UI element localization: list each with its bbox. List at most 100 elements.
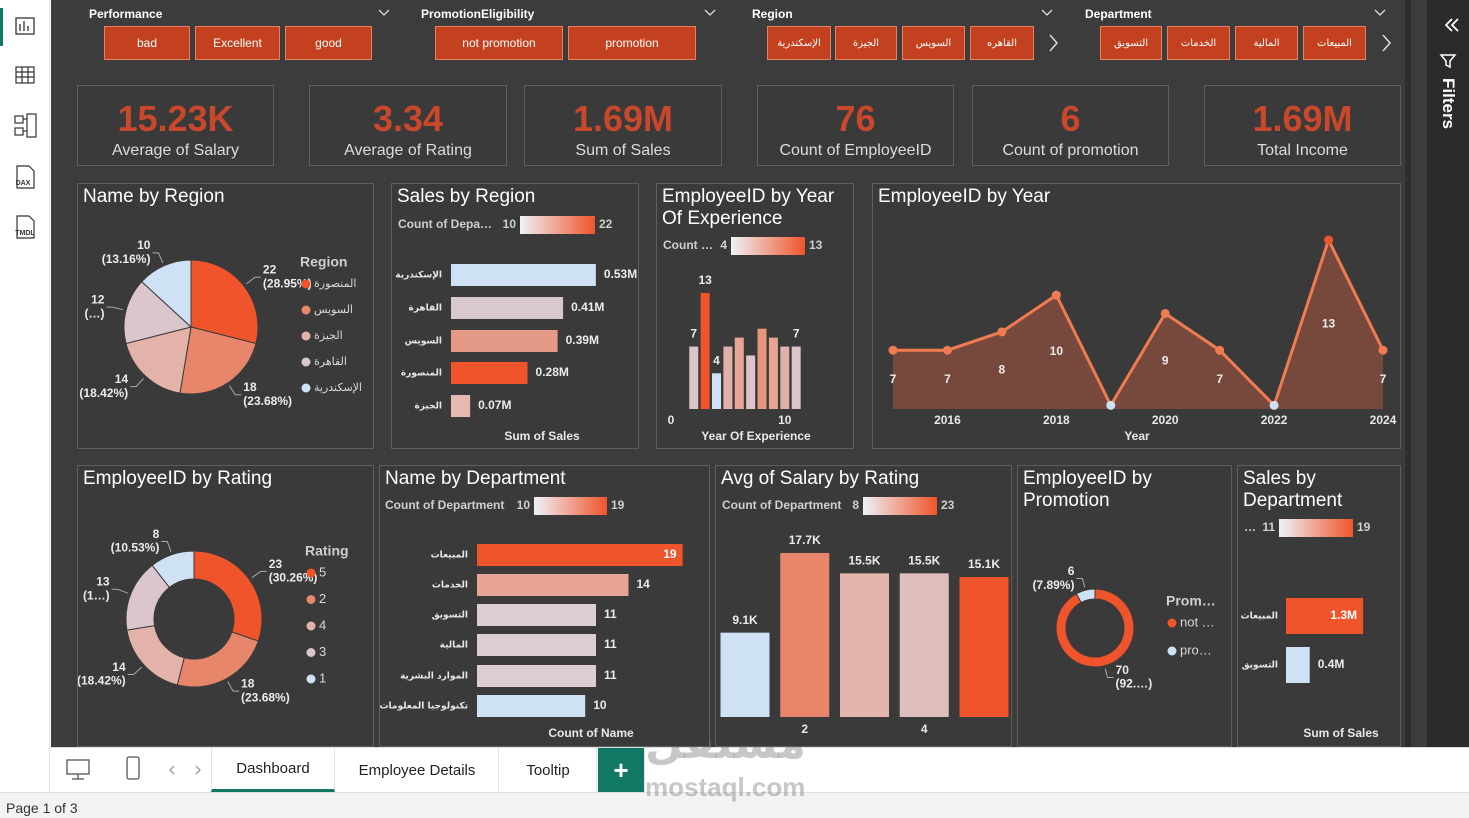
slicer-item[interactable]: المبيعات [1303, 26, 1366, 60]
label-line: (1…) [83, 589, 110, 603]
pie-slice [123, 280, 193, 345]
legend-label: الجيزة [314, 329, 343, 342]
page-tab[interactable]: Tooltip [500, 748, 597, 792]
visual-title: EmployeeID by Promotion [1023, 468, 1152, 511]
data-label: 0.41M [571, 300, 604, 314]
chart: 70 (92.…) 6 (7.89%) Prom… not … pro… [1032, 564, 1215, 691]
visual-panel: Count … 4 13 7 13 4 7 0 10 Year Of Experience Empl… [656, 183, 854, 449]
label-line: (10.53%) [111, 541, 160, 555]
page-tab[interactable]: Employee Details [336, 748, 499, 792]
color-legend-min: 4 [720, 238, 727, 252]
label-line: 13 [96, 575, 110, 589]
bar [451, 264, 596, 286]
model-view-icon[interactable] [14, 113, 37, 138]
data-label: 18 (23.68%) [243, 380, 292, 408]
x-tick-label: 2 [801, 722, 808, 736]
table-view-icon[interactable] [15, 66, 35, 84]
bar [451, 297, 564, 319]
slicer-dropdown[interactable] [1374, 8, 1386, 18]
slicer-item[interactable]: الجيزة [835, 26, 897, 60]
category-label: السويس [405, 337, 442, 347]
slicer-title: Department [1085, 7, 1152, 21]
desktop-layout-icon[interactable] [66, 759, 90, 780]
page-tab[interactable]: + [598, 748, 645, 792]
slicer-item[interactable]: bad [104, 26, 190, 60]
bar [451, 362, 528, 384]
slicer-dropdown[interactable] [378, 8, 390, 18]
legend-title: Rating [305, 543, 349, 559]
legend-swatch [306, 621, 316, 631]
kpi-value: 6 [1060, 98, 1081, 139]
label-line: (28.95%) [263, 277, 312, 291]
kpi-card: 1.69M Sum of Sales [524, 85, 722, 166]
chevron [704, 9, 716, 16]
label-line: (23.68%) [243, 394, 292, 408]
color-legend-title: Count of Department [385, 498, 504, 512]
data-label: 10 [593, 698, 607, 712]
prev-page-arrow[interactable] [169, 765, 175, 775]
slicer-item[interactable]: السويس [902, 26, 965, 60]
data-label: 19 [663, 547, 677, 561]
slicer-item[interactable]: الخدمات [1167, 26, 1230, 60]
leader-line [251, 570, 267, 579]
slicer-scroll-arrow[interactable] [1048, 33, 1060, 53]
slicer-item[interactable]: not promotion [435, 26, 563, 60]
x-axis-title: Year [1124, 429, 1150, 443]
data-label: 13 (1…) [83, 575, 110, 603]
data-label: 17.7K [789, 533, 821, 547]
slicer-item[interactable]: التسويق [1100, 26, 1162, 60]
data-label: 10 (13.16%) [102, 238, 151, 266]
slicer-item[interactable]: promotion [568, 26, 696, 60]
visual-panel: 7 7 8 10 9 7 13 7 2016 2018 2020 2022 2024 Year Employ… [872, 183, 1401, 449]
label-line: (23.68%) [241, 690, 290, 704]
page-tab[interactable]: Dashboard [211, 748, 335, 792]
label-line: (7.89%) [1032, 578, 1074, 592]
slicer-scroll-arrow[interactable] [1381, 33, 1393, 53]
category-label: التسويق [432, 611, 468, 621]
color-legend-title: … [1244, 520, 1256, 534]
slicer-dropdown[interactable] [1041, 8, 1053, 18]
x-tick-label: 2024 [1370, 413, 1397, 427]
slicer-item[interactable]: Excellent [195, 26, 280, 60]
slicer-dropdown[interactable] [704, 8, 716, 18]
leader-line [130, 378, 144, 388]
data-label: 7 [793, 327, 800, 341]
visual-panel: Count of Depa… 10 22 الإسكندرية 0.53M القاهرة… [391, 183, 639, 449]
label-line: (13.16%) [102, 252, 151, 266]
color-legend-max: 23 [941, 498, 955, 512]
filter-icon [1439, 54, 1457, 69]
mobile-layout-icon[interactable] [126, 756, 140, 780]
slicer-item[interactable]: الإسكندرية [767, 26, 831, 60]
chart: Count of Department 8 23 9.1K 17.7K 2 15.5K 15.… [720, 497, 1009, 736]
bar [1286, 647, 1310, 683]
slicer-item[interactable]: good [285, 26, 372, 60]
chart: 7 7 8 10 9 7 13 7 2016 2018 2020 2022 2024 Year [888, 235, 1397, 443]
label-line: 14 [115, 372, 129, 386]
next-page-arrow[interactable] [195, 765, 201, 775]
visual-panel: 23 (30.26%) 18 (23.68%) 14 (18.42%) 13 (1…) 8 (10… [77, 465, 374, 747]
data-label: 11 [604, 668, 617, 682]
bar [712, 373, 722, 409]
dax-view-icon[interactable]: DAX [16, 165, 35, 189]
data-label: 23 (30.26%) [269, 557, 318, 585]
marker [997, 327, 1007, 337]
data-label: 7 [944, 372, 951, 386]
x-axis-title: Sum of Sales [1303, 726, 1379, 740]
label-line: (…) [84, 306, 104, 320]
bar [720, 632, 770, 717]
collapse-icon[interactable] [1444, 18, 1459, 32]
legend-swatch [301, 279, 311, 289]
report-view-icon[interactable] [15, 17, 35, 35]
kpi-label: Total Income [1257, 142, 1348, 159]
x-tick-label: 2018 [1043, 413, 1070, 427]
legend-label: 5 [319, 564, 326, 579]
view-nav: DAX TMDL [0, 0, 50, 792]
bar [1286, 598, 1364, 634]
visual-title: Sales by Department [1243, 468, 1343, 511]
data-label: 9.1K [732, 613, 758, 627]
tmdl-view-icon[interactable]: TMDL [15, 215, 35, 239]
slicer-item[interactable]: المالية [1235, 26, 1298, 60]
filters-label[interactable]: Filters [1439, 78, 1458, 130]
data-label: 0.07M [478, 398, 511, 412]
slicer-item[interactable]: القاهره [970, 26, 1034, 60]
